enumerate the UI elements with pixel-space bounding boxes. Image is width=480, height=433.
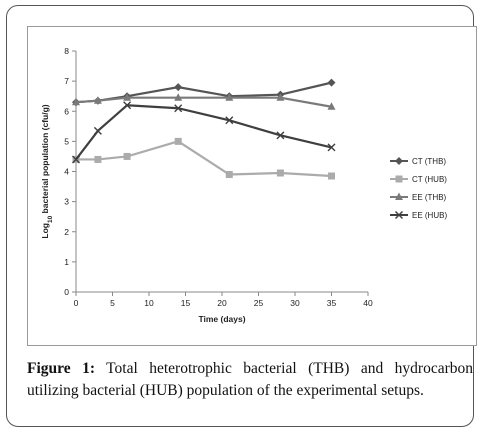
x-marker-stroke: [276, 131, 285, 140]
data-point-ee-thb: [93, 96, 102, 104]
y-axis-title-rest: bacterial population (cfu/g): [40, 104, 50, 216]
data-point-ee-hub: [93, 126, 102, 135]
y-axis-title-subscript: 10: [47, 215, 54, 223]
data-point-ee-thb: [174, 93, 183, 101]
y-tick-label: 7: [64, 76, 69, 86]
data-point-ct-hub: [94, 155, 102, 163]
x-tick-label: 40: [363, 298, 373, 308]
data-point-ee-hub: [123, 101, 132, 110]
y-axis-title: Log10 bacterial population (cfu/g): [40, 104, 54, 238]
x-marker-stroke: [174, 104, 183, 113]
data-point-ct-hub: [174, 137, 182, 145]
y-tick-label: 3: [64, 197, 69, 207]
y-tick-label: 0: [64, 287, 69, 297]
x-tick-label: 15: [181, 298, 191, 308]
x-tick-label: 10: [144, 298, 154, 308]
y-tick-label: 4: [64, 167, 69, 177]
x-marker-stroke: [327, 143, 336, 152]
y-tick-label: 5: [64, 136, 69, 146]
y-tick-label: 1: [64, 257, 69, 267]
x-marker-stroke: [225, 116, 234, 125]
data-point-ee-hub: [174, 104, 183, 113]
figure-caption-text: Total heterotrophic bacterial (THB) and …: [27, 360, 473, 399]
legend-label-ct-hub: CT (HUB): [412, 175, 447, 184]
x-marker-stroke: [72, 155, 80, 164]
data-point-ee-thb: [123, 93, 132, 101]
data-point-ct-hub: [225, 171, 233, 179]
y-axis-title-prefix: Log: [40, 223, 50, 239]
data-point-ct-thb: [174, 83, 183, 92]
y-tick-label: 2: [64, 227, 69, 237]
data-point-ee-hub: [276, 131, 285, 140]
legend-label-ee-thb: EE (THB): [412, 193, 447, 202]
chart-area: 0 1 2 3 4 5 6 7 8 0 5 10 15 20 25 30 35 40 CT (THB) CT (HU…: [27, 26, 477, 346]
data-point-ee-hub: [72, 155, 80, 164]
x-tick-label: 35: [327, 298, 337, 308]
x-marker-stroke: [395, 211, 403, 219]
y-tick-label: 8: [64, 46, 69, 56]
figure-frame: 0 1 2 3 4 5 6 7 8 0 5 10 15 20 25 30 35 40 CT (THB) CT (HU…: [6, 5, 477, 427]
line-chart: 0 1 2 3 4 5 6 7 8 0 5 10 15 20 25 30 35 40 CT (THB) CT (HU…: [40, 46, 447, 324]
figure-caption: Figure 1: Total heterotrophic bacterial …: [27, 358, 473, 402]
y-tick-label: 6: [64, 106, 69, 116]
data-point-ee-thb: [72, 97, 80, 106]
x-marker-stroke: [123, 101, 132, 110]
figure-label: Figure 1:: [27, 360, 95, 377]
data-point-ee-hub: [225, 116, 234, 125]
x-tick-label: 30: [290, 298, 300, 308]
legend-marker-ct-thb: [395, 157, 403, 165]
x-tick-label: 25: [254, 298, 264, 308]
data-point-ct-hub: [276, 169, 284, 177]
series-line-ct-hub: [76, 140, 332, 178]
data-point-ee-thb: [225, 93, 234, 101]
x-marker-stroke: [93, 126, 102, 135]
x-tick-label: 20: [217, 298, 227, 308]
x-axis-title: Time (days): [198, 314, 245, 324]
x-tick-label: 5: [110, 298, 115, 308]
legend-label-ct-thb: CT (THB): [412, 157, 446, 166]
legend-marker-ee-thb: [395, 192, 403, 200]
legend-label-ee-hub: EE (HUB): [412, 211, 447, 220]
legend-marker-ct-hub: [395, 175, 403, 183]
series-line-ee-hub: [75, 104, 332, 161]
data-point-ee-thb: [276, 93, 285, 101]
data-point-ee-hub: [327, 143, 336, 152]
series-line-ee-thb: [75, 96, 332, 108]
data-point-ee-thb: [327, 102, 336, 110]
legend-marker-ee-hub: [395, 211, 403, 219]
data-point-ct-thb: [327, 78, 336, 87]
x-tick-label: 0: [74, 298, 79, 308]
data-point-ct-hub: [123, 152, 131, 160]
data-point-ct-hub: [328, 172, 335, 180]
